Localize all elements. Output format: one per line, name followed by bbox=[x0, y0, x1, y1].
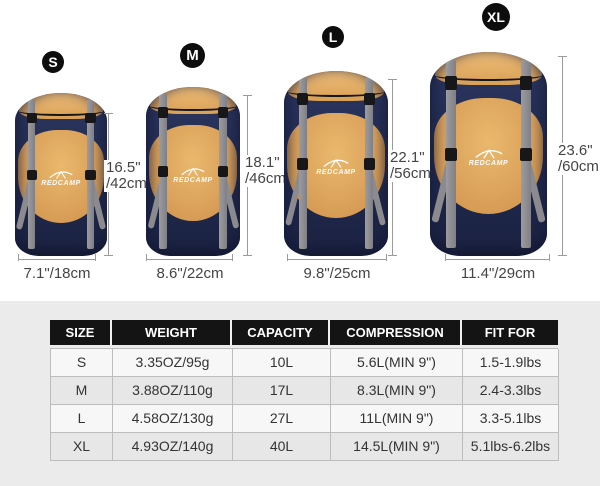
buckle-icon bbox=[444, 76, 458, 90]
buckle-icon bbox=[85, 112, 96, 124]
height-label: 22.1" /56cm bbox=[388, 149, 433, 182]
brand-name: REDCAMP bbox=[41, 179, 81, 187]
buckle-icon bbox=[157, 107, 169, 119]
table-cell: 17L bbox=[233, 377, 331, 405]
table-cell: 4.93OZ/140g bbox=[113, 433, 233, 461]
table-cell: S bbox=[51, 349, 113, 377]
brand-logo: REDCAMP bbox=[284, 156, 388, 177]
table-cell: 4.58OZ/130g bbox=[113, 405, 233, 433]
table-cell: 8.3L(MIN 9") bbox=[331, 377, 463, 405]
size-badge-s: S bbox=[42, 51, 64, 73]
table-cell: 14.5L(MIN 9") bbox=[331, 433, 463, 461]
table-cell: 2.4-3.3lbs bbox=[463, 377, 559, 405]
table-cell: 1.5-1.9lbs bbox=[463, 349, 559, 377]
buckle-icon bbox=[26, 112, 37, 124]
size-badge-m: M bbox=[180, 43, 205, 68]
table-cell: 5.6L(MIN 9") bbox=[331, 349, 463, 377]
size-badge-xl: XL bbox=[482, 3, 510, 31]
width-dimension-line bbox=[287, 254, 387, 261]
bag-illustration-xl: REDCAMP bbox=[430, 52, 547, 256]
bag-illustration-m: REDCAMP bbox=[146, 87, 240, 256]
buckle-icon bbox=[26, 169, 37, 181]
table-header-compression: COMPRESSION bbox=[330, 320, 462, 345]
table-header-fitfor: FIT FOR bbox=[462, 320, 558, 345]
brand-logo: REDCAMP bbox=[146, 165, 240, 185]
drawstring-cord bbox=[286, 84, 386, 98]
table-header-row: SIZE WEIGHT CAPACITY COMPRESSION FIT FOR bbox=[50, 320, 558, 345]
brand-logo: REDCAMP bbox=[15, 168, 107, 188]
buckle-icon bbox=[85, 169, 96, 181]
table-cell: XL bbox=[51, 433, 113, 461]
drawstring-cord bbox=[16, 104, 106, 117]
height-label: 16.5" /42cm bbox=[104, 159, 149, 192]
table-cell: 27L bbox=[233, 405, 331, 433]
buckle-icon bbox=[297, 157, 309, 170]
table-cell: M bbox=[51, 377, 113, 405]
size-badge-l: L bbox=[322, 26, 344, 48]
brand-logo-icon bbox=[49, 170, 73, 179]
table-cell: 3.3-5.1lbs bbox=[463, 405, 559, 433]
brand-name: REDCAMP bbox=[173, 176, 213, 184]
drawstring-cord bbox=[432, 66, 545, 81]
width-dimension-line bbox=[146, 254, 233, 261]
table-cell: 10L bbox=[233, 349, 331, 377]
height-label: 23.6" /60cm bbox=[556, 142, 600, 175]
spec-table: SIZE WEIGHT CAPACITY COMPRESSION FIT FOR… bbox=[50, 320, 559, 461]
table-cell: 5.1lbs-6.2lbs bbox=[463, 433, 559, 461]
width-dimension-line bbox=[18, 254, 96, 261]
table-body: S 3.35OZ/95g 10L 5.6L(MIN 9") 1.5-1.9lbs… bbox=[50, 348, 559, 461]
bag-illustration-l: REDCAMP bbox=[284, 71, 388, 256]
table-cell: 11L(MIN 9") bbox=[331, 405, 463, 433]
buckle-icon bbox=[217, 166, 229, 178]
width-dimension-line bbox=[445, 254, 550, 261]
width-label: 8.6"/22cm bbox=[156, 265, 224, 282]
width-label: 7.1"/18cm bbox=[23, 265, 91, 282]
buckle-icon bbox=[217, 107, 229, 119]
buckle-icon bbox=[444, 147, 458, 162]
buckle-icon bbox=[363, 93, 375, 106]
brand-logo-icon bbox=[181, 167, 205, 176]
table-cell: 3.35OZ/95g bbox=[113, 349, 233, 377]
brand-logo-icon bbox=[474, 149, 502, 159]
width-label: 11.4"/29cm bbox=[460, 265, 536, 282]
brand-logo-icon bbox=[323, 159, 349, 168]
table-header-weight: WEIGHT bbox=[112, 320, 232, 345]
height-label: 18.1" /46cm bbox=[243, 154, 288, 187]
brand-name: REDCAMP bbox=[316, 169, 356, 177]
buckle-icon bbox=[519, 147, 533, 162]
buckle-icon bbox=[363, 157, 375, 170]
drawstring-cord bbox=[147, 99, 239, 111]
buckle-icon bbox=[157, 166, 169, 178]
brand-logo: REDCAMP bbox=[430, 146, 547, 168]
bag-illustration-s: REDCAMP bbox=[15, 93, 107, 256]
table-header-capacity: CAPACITY bbox=[232, 320, 330, 345]
table-cell: 40L bbox=[233, 433, 331, 461]
table-cell: 3.88OZ/110g bbox=[113, 377, 233, 405]
width-label: 9.8"/25cm bbox=[303, 265, 371, 282]
table-header-size: SIZE bbox=[50, 320, 112, 345]
brand-name: REDCAMP bbox=[468, 159, 509, 167]
buckle-icon bbox=[297, 93, 309, 106]
buckle-icon bbox=[519, 76, 533, 90]
table-cell: L bbox=[51, 405, 113, 433]
